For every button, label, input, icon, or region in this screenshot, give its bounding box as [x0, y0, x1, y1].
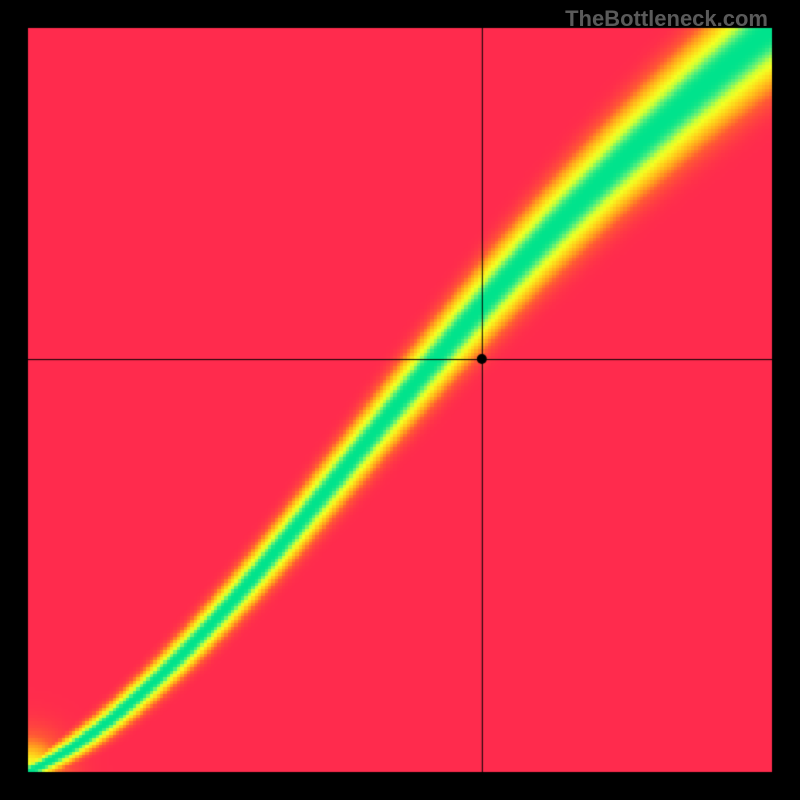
chart-container: TheBottleneck.com: [0, 0, 800, 800]
bottleneck-heatmap: [0, 0, 800, 800]
watermark-text: TheBottleneck.com: [565, 6, 768, 32]
